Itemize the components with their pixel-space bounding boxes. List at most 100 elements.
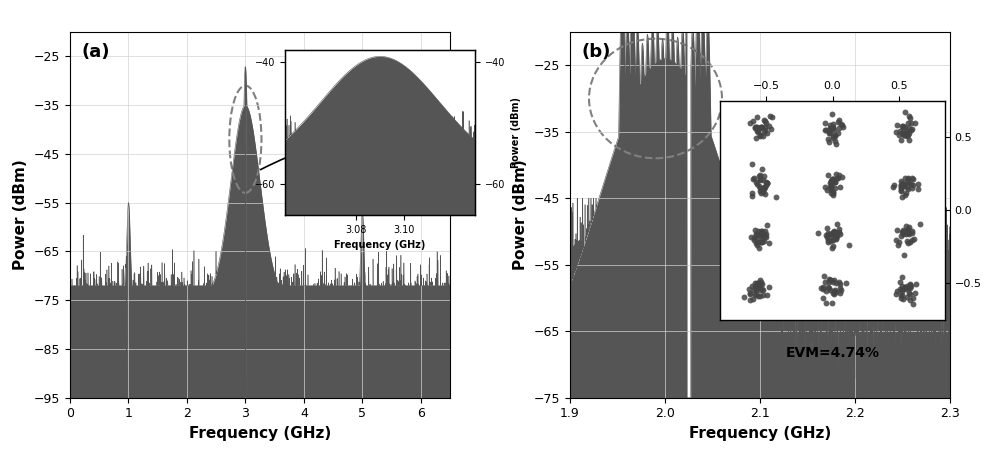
Point (894, 193, 910, 201)
Point (897, 108, 913, 116)
Point (897, 130, 913, 137)
Point (834, 173, 850, 181)
Point (817, 278, 833, 285)
Point (745, 175, 761, 182)
Point (822, 121, 838, 128)
Point (829, 233, 845, 240)
Point (825, 121, 841, 128)
Point (755, 188, 771, 195)
Point (810, 229, 826, 237)
Point (759, 179, 775, 186)
Point (896, 180, 912, 187)
Point (749, 123, 765, 131)
Point (752, 187, 768, 194)
Point (820, 283, 836, 291)
Point (899, 293, 915, 300)
Point (753, 239, 769, 246)
Point (902, 282, 918, 289)
Point (820, 171, 836, 179)
Point (905, 175, 921, 182)
Point (747, 124, 763, 132)
Point (827, 179, 843, 186)
Point (900, 229, 916, 236)
Point (823, 186, 839, 194)
Point (825, 124, 841, 131)
Point (825, 231, 841, 238)
Point (821, 279, 837, 286)
Point (747, 123, 763, 131)
Point (899, 178, 915, 186)
Point (900, 239, 916, 246)
Point (889, 226, 905, 234)
Point (893, 181, 909, 189)
Point (742, 296, 758, 303)
Point (894, 179, 910, 186)
Point (824, 300, 840, 307)
Point (822, 127, 838, 134)
Point (823, 183, 839, 190)
Point (825, 237, 841, 244)
Point (891, 239, 907, 246)
Point (753, 227, 769, 234)
Point (893, 187, 909, 195)
Point (828, 235, 844, 242)
Point (825, 176, 841, 183)
Point (895, 296, 911, 303)
Point (901, 112, 917, 119)
Point (756, 184, 772, 191)
Point (745, 295, 761, 302)
Point (899, 133, 915, 140)
Point (749, 127, 765, 134)
Point (897, 132, 913, 139)
Point (832, 280, 848, 287)
Point (757, 117, 773, 124)
Point (908, 280, 924, 287)
Point (759, 129, 775, 137)
Point (813, 284, 829, 292)
Point (749, 284, 765, 291)
Point (841, 242, 857, 249)
Point (817, 183, 833, 191)
Point (820, 237, 836, 244)
Point (826, 287, 842, 294)
Point (889, 287, 905, 295)
Point (888, 291, 904, 298)
Point (900, 176, 916, 183)
Point (756, 128, 772, 136)
Point (759, 180, 775, 187)
Point (832, 183, 848, 191)
Point (886, 181, 902, 189)
Point (827, 132, 843, 139)
Point (904, 236, 920, 243)
Point (906, 235, 922, 242)
Point (825, 233, 841, 240)
Point (834, 122, 850, 129)
Point (830, 129, 846, 137)
Point (752, 185, 768, 192)
Point (824, 175, 840, 182)
Point (742, 291, 758, 298)
Point (741, 285, 757, 292)
Point (750, 228, 766, 235)
Point (746, 287, 762, 294)
Point (895, 230, 911, 238)
Point (749, 242, 765, 249)
Point (750, 292, 766, 299)
Point (827, 132, 843, 139)
Point (761, 122, 777, 129)
Point (755, 291, 771, 298)
Point (754, 227, 770, 234)
Point (900, 226, 916, 233)
Point (899, 226, 915, 234)
Point (754, 238, 770, 245)
Point (759, 291, 775, 298)
Point (900, 285, 916, 292)
Text: EVM=4.74%: EVM=4.74% (786, 346, 880, 360)
Point (757, 191, 773, 198)
Point (753, 124, 769, 131)
Point (756, 186, 772, 193)
Point (832, 230, 848, 238)
Point (821, 275, 837, 282)
Point (820, 232, 836, 239)
Point (901, 129, 917, 137)
